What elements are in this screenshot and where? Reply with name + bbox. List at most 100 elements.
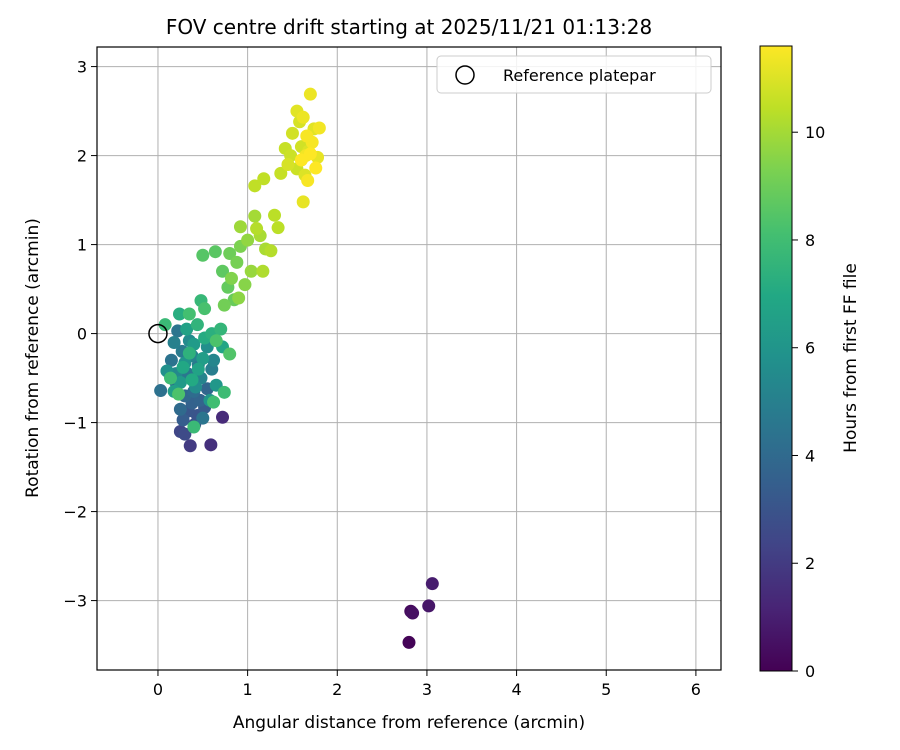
data-point xyxy=(216,264,230,278)
y-tick-label: −1 xyxy=(63,414,87,433)
y-axis-ticks: −3 −2 −1 0 1 2 3 xyxy=(63,58,97,611)
data-point xyxy=(303,87,317,101)
legend-marker-icon xyxy=(455,65,475,85)
data-point xyxy=(172,387,186,401)
x-tick-label: 5 xyxy=(601,680,611,699)
data-point xyxy=(238,278,252,292)
data-point xyxy=(233,220,247,234)
reference-platepar-marker xyxy=(148,323,168,344)
data-point xyxy=(178,427,192,441)
data-point xyxy=(180,322,194,336)
y-axis-label: Rotation from reference (arcmin) xyxy=(23,218,43,498)
data-point xyxy=(232,291,246,305)
data-point xyxy=(250,222,264,236)
data-point xyxy=(402,635,416,649)
data-point xyxy=(248,179,262,193)
data-point xyxy=(164,353,178,367)
data-point xyxy=(196,411,210,425)
x-tick-label: 0 xyxy=(153,680,163,699)
data-point xyxy=(196,248,210,262)
data-point xyxy=(406,606,420,620)
colorbar-tick-label: 4 xyxy=(805,446,815,465)
x-axis-label: Angular distance from reference (arcmin) xyxy=(233,713,585,733)
data-point xyxy=(422,599,436,613)
data-point xyxy=(216,410,230,424)
data-point xyxy=(241,233,255,247)
plot-frame xyxy=(96,46,722,671)
data-point xyxy=(309,161,323,175)
data-point xyxy=(209,334,223,348)
data-point xyxy=(248,209,262,223)
data-point xyxy=(264,244,278,258)
data-point xyxy=(185,373,199,387)
data-point xyxy=(281,157,295,171)
data-point xyxy=(176,360,190,374)
data-point xyxy=(312,121,326,135)
colorbar: 0 2 4 6 8 10 Hours from first FF file xyxy=(759,45,861,681)
x-tick-label: 4 xyxy=(511,680,521,699)
data-point xyxy=(154,384,168,398)
data-points xyxy=(154,87,439,649)
data-point xyxy=(257,172,271,186)
data-point xyxy=(173,402,187,416)
colorbar-ticks: 0 2 4 6 8 10 xyxy=(792,123,825,681)
data-point xyxy=(285,126,299,140)
legend-label: Reference platepar xyxy=(503,66,656,85)
data-point xyxy=(198,302,212,316)
data-point xyxy=(207,353,221,367)
data-point xyxy=(191,362,205,376)
x-tick-label: 3 xyxy=(422,680,432,699)
colorbar-tick-label: 8 xyxy=(805,231,815,250)
y-tick-label: 2 xyxy=(77,147,87,166)
data-point xyxy=(207,395,221,409)
colorbar-gradient xyxy=(759,45,793,672)
data-point xyxy=(164,371,178,385)
data-point xyxy=(271,221,285,235)
data-point xyxy=(303,147,317,161)
x-axis-ticks: 0 1 2 3 4 5 6 xyxy=(153,670,701,699)
data-point xyxy=(223,347,237,361)
data-point xyxy=(167,335,181,349)
colorbar-tick-label: 2 xyxy=(805,554,815,573)
legend-box xyxy=(436,55,712,94)
data-point xyxy=(182,346,196,360)
data-point xyxy=(183,439,197,453)
data-point xyxy=(176,413,190,427)
data-point xyxy=(296,195,310,209)
x-tick-label: 1 xyxy=(243,680,253,699)
data-point xyxy=(204,438,218,452)
data-point xyxy=(230,255,244,269)
data-point xyxy=(172,307,186,321)
data-point xyxy=(268,208,282,222)
data-point xyxy=(224,271,238,285)
data-point xyxy=(208,245,222,259)
colorbar-tick-label: 0 xyxy=(805,662,815,681)
data-point xyxy=(182,307,196,321)
data-point xyxy=(274,166,288,180)
data-point xyxy=(425,577,439,591)
chart-title: FOV centre drift starting at 2025/11/21 … xyxy=(166,15,652,39)
y-tick-label: −2 xyxy=(63,503,87,522)
x-tick-label: 2 xyxy=(332,680,342,699)
data-point xyxy=(300,129,314,143)
data-point xyxy=(187,420,201,434)
data-point xyxy=(296,110,310,124)
data-point xyxy=(256,264,270,278)
data-point xyxy=(158,318,172,332)
data-point xyxy=(196,352,210,365)
x-tick-label: 6 xyxy=(691,680,701,699)
colorbar-tick-label: 6 xyxy=(805,339,815,358)
data-point xyxy=(301,174,315,187)
y-tick-label: −3 xyxy=(63,592,87,611)
colorbar-label: Hours from first FF file xyxy=(841,263,861,453)
data-point xyxy=(244,264,258,278)
y-tick-label: 3 xyxy=(77,58,87,77)
data-point xyxy=(217,298,231,312)
legend: Reference platepar xyxy=(436,55,712,94)
colorbar-tick-label: 10 xyxy=(805,123,825,142)
data-point xyxy=(223,246,237,260)
data-point xyxy=(214,322,228,336)
y-tick-label: 0 xyxy=(77,325,87,344)
data-point xyxy=(190,318,204,332)
